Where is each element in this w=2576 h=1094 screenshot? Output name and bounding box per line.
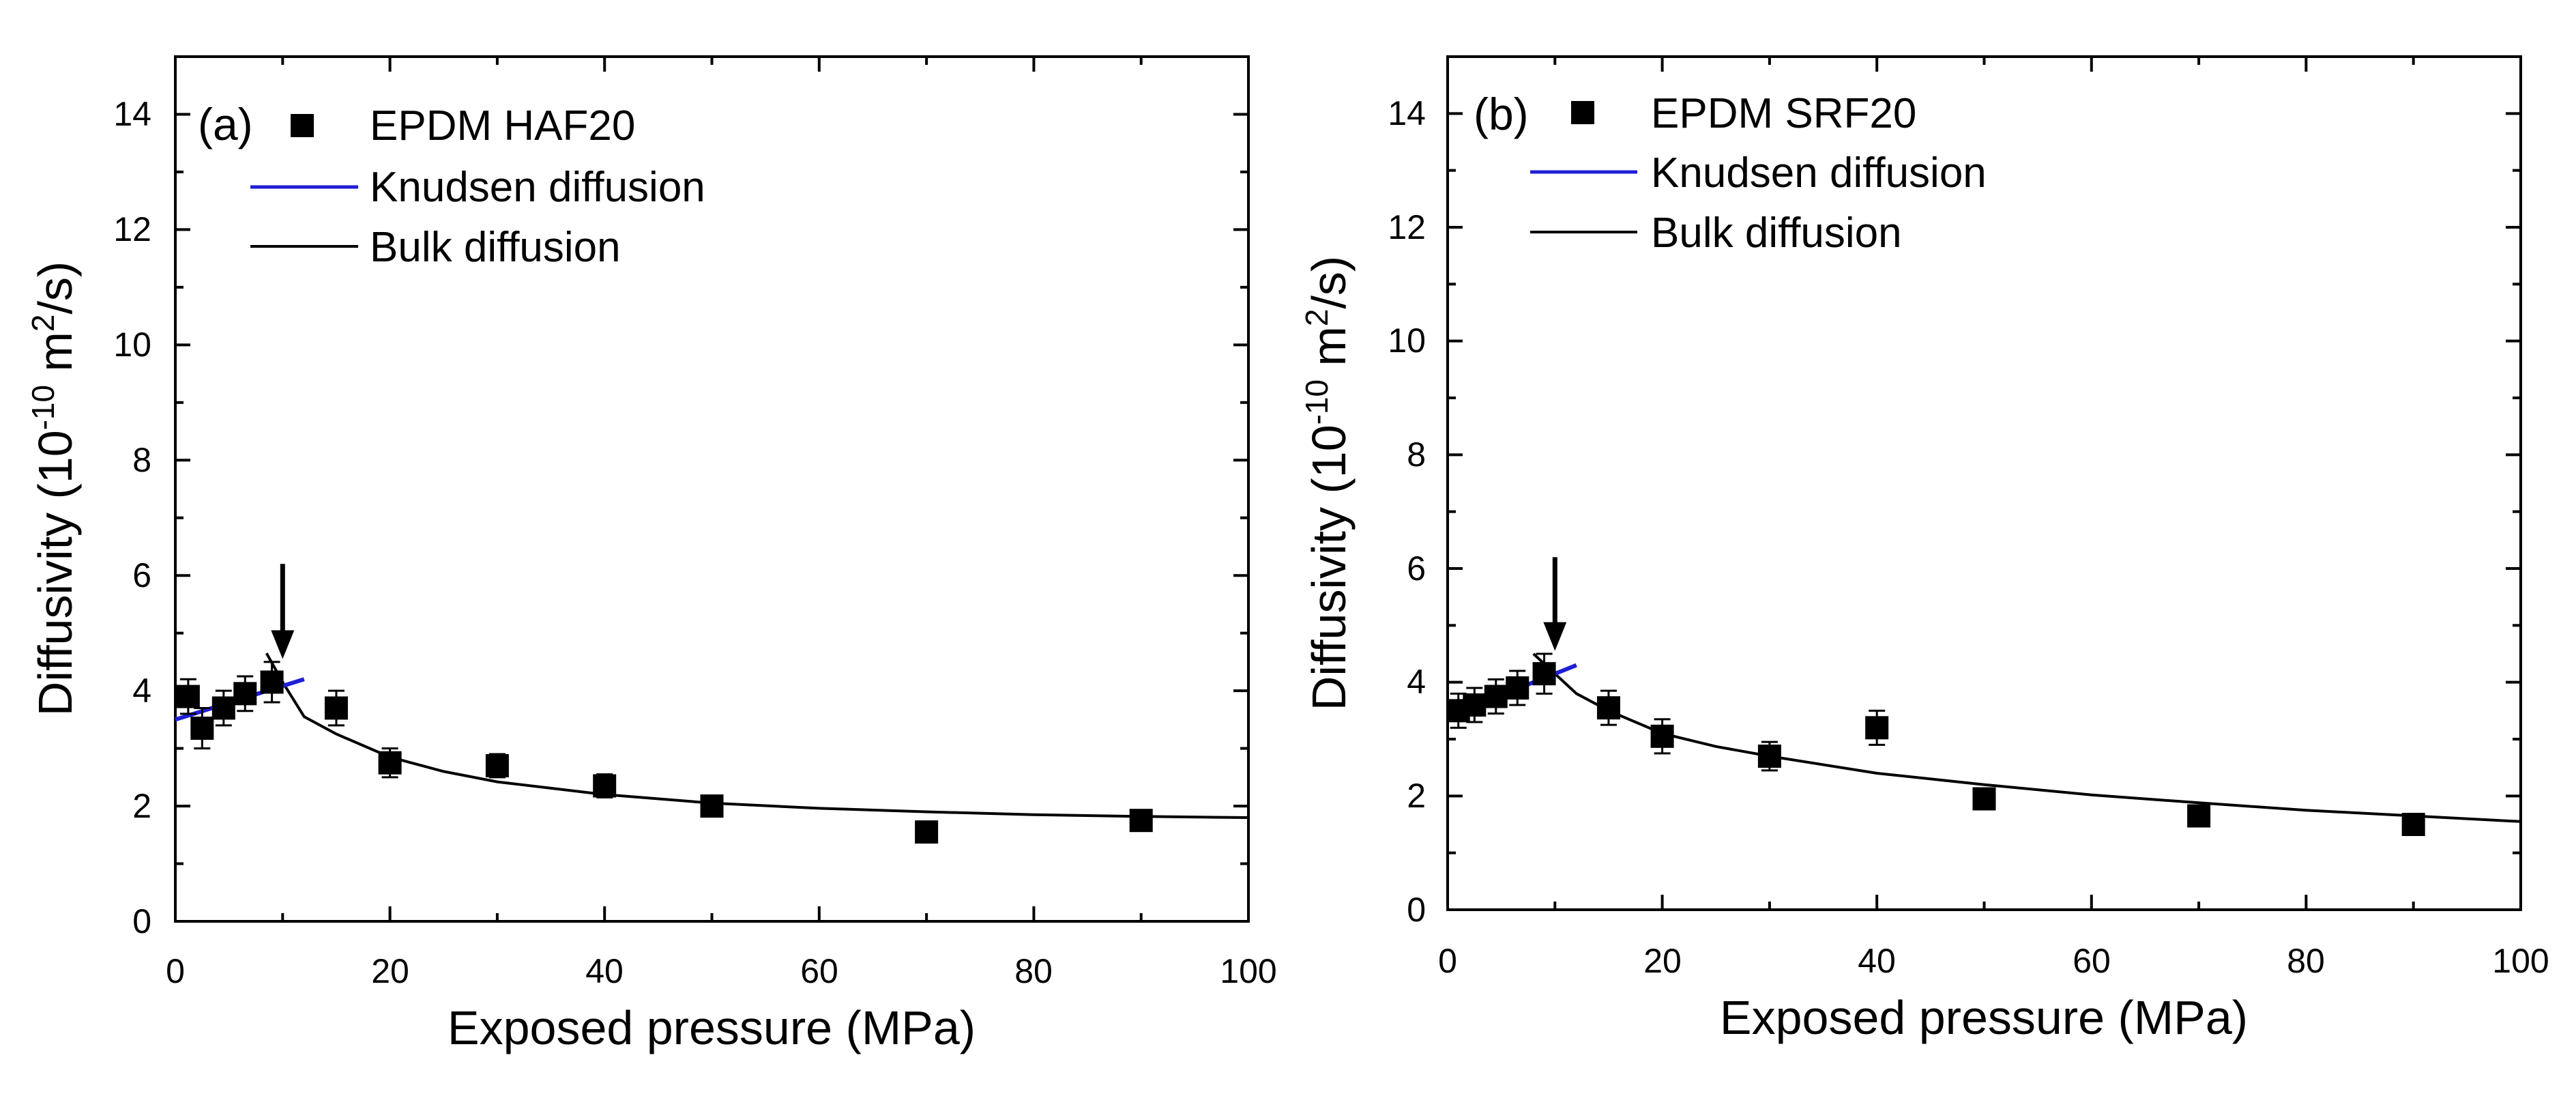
data-point — [1129, 809, 1153, 833]
data-point — [700, 794, 724, 818]
legend-label: Bulk diffusion — [370, 224, 621, 271]
y-tick-labels: 0 2 4 6 8 10 12 14 — [113, 95, 151, 940]
x-tick-label: 80 — [2287, 942, 2325, 980]
arrow-head — [1543, 622, 1567, 651]
legend-label: EPDM HAF20 — [370, 102, 635, 149]
x-tick-labels: 0 20 40 60 80 100 — [166, 952, 1277, 990]
y-axis-title: Diffusivity (10-10 m2/s) — [25, 261, 82, 716]
data-point — [260, 670, 284, 694]
x-tick-label: 0 — [1438, 942, 1457, 980]
x-axis-title: Exposed pressure (MPa) — [448, 1001, 976, 1054]
y-axis-title: Diffusivity (10-10 m2/s) — [1299, 256, 1356, 710]
y-tick-label: 10 — [113, 326, 151, 364]
panel-label: (b) — [1474, 89, 1529, 139]
x-tick-label: 60 — [800, 952, 838, 990]
data-point — [1596, 696, 1620, 720]
panel-a: 0 20 40 60 80 100 0 2 4 6 8 10 12 14 Exp… — [25, 55, 1277, 1054]
panel-label: (a) — [198, 99, 253, 149]
axis-ticks — [1446, 55, 2522, 911]
x-tick-labels: 0 20 40 60 80 100 — [1438, 942, 2549, 980]
legend-label: Bulk diffusion — [1651, 210, 1902, 257]
data-point — [1865, 716, 1889, 740]
transition-arrow — [271, 564, 295, 659]
y-tick-labels: 0 2 4 6 8 10 12 14 — [1388, 94, 1426, 929]
y-tick-label: 6 — [1407, 549, 1426, 588]
arrow-head — [271, 630, 295, 659]
y-tick-label: 12 — [1388, 208, 1426, 246]
x-tick-label: 60 — [2073, 942, 2111, 980]
series-bulk-diffusion — [265, 652, 1249, 819]
legend-label: Knudsen diffusion — [370, 164, 705, 211]
legend-label: Knudsen diffusion — [1651, 149, 1987, 197]
data-point — [1463, 693, 1487, 717]
y-tick-label: 2 — [132, 787, 151, 825]
transition-arrow — [1543, 557, 1567, 651]
x-tick-label: 100 — [1220, 952, 1276, 990]
x-tick-label: 0 — [166, 952, 185, 990]
legend: (b) EPDM SRF20 Knudsen diffusion Bulk di… — [1474, 89, 1987, 257]
bulk-diffusion-line — [1532, 652, 2521, 823]
panel-b: 0 20 40 60 80 100 0 2 4 6 8 10 12 14 Exp… — [1299, 55, 2549, 1044]
x-axis-title: Exposed pressure (MPa) — [1720, 991, 2248, 1044]
legend-label: EPDM SRF20 — [1651, 90, 1916, 137]
y-tick-label: 8 — [1407, 435, 1426, 474]
data-point — [2401, 813, 2425, 836]
x-tick-label: 40 — [585, 952, 624, 990]
x-tick-label: 80 — [1014, 952, 1053, 990]
data-point — [1506, 676, 1530, 700]
y-tick-label: 0 — [1407, 891, 1426, 929]
x-tick-label: 20 — [1643, 942, 1682, 980]
y-tick-label: 14 — [1388, 94, 1426, 132]
series-epdm-haf20 — [176, 661, 1153, 844]
data-point — [176, 685, 200, 708]
y-tick-label: 0 — [132, 902, 151, 940]
legend: (a) EPDM HAF20 Knudsen diffusion Bulk di… — [198, 99, 705, 271]
data-point — [485, 753, 509, 777]
y-tick-label: 4 — [132, 672, 151, 710]
legend-marker-square — [291, 114, 314, 137]
data-point — [915, 820, 939, 844]
y-tick-label: 4 — [1407, 663, 1426, 701]
x-tick-label: 20 — [371, 952, 409, 990]
data-point — [211, 696, 235, 720]
x-tick-label: 40 — [1858, 942, 1896, 980]
y-tick-label: 10 — [1388, 321, 1426, 360]
data-point — [1650, 724, 1674, 748]
data-point — [1484, 685, 1508, 708]
bulk-diffusion-line — [265, 652, 1249, 819]
data-point — [1972, 787, 1996, 811]
data-point — [1532, 662, 1556, 686]
series-bulk-diffusion — [1532, 652, 2521, 823]
y-tick-label: 6 — [132, 556, 151, 594]
series-epdm-srf20 — [1446, 652, 2425, 836]
y-tick-label: 14 — [113, 95, 151, 133]
y-tick-label: 8 — [132, 441, 151, 479]
data-point — [233, 682, 257, 706]
data-point — [2187, 804, 2211, 828]
x-tick-label: 100 — [2492, 942, 2549, 980]
y-tick-label: 2 — [1407, 777, 1426, 815]
legend-marker-square — [1571, 101, 1594, 124]
axis-ticks — [174, 55, 1250, 923]
data-point — [324, 696, 348, 720]
y-tick-label: 12 — [113, 210, 151, 248]
data-point — [190, 717, 214, 740]
data-point — [1757, 745, 1781, 768]
data-point — [593, 774, 617, 798]
data-point — [378, 751, 402, 775]
